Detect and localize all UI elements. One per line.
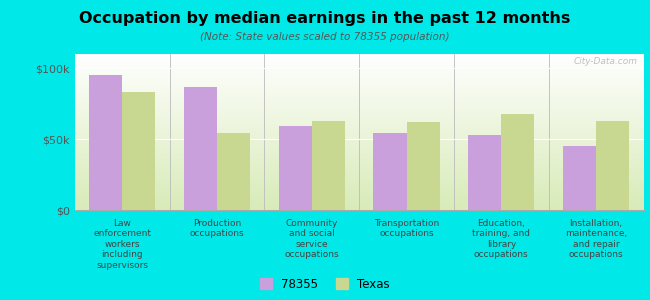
Bar [596, 121, 629, 210]
Text: Community
and social
service
occupations: Community and social service occupations [285, 219, 339, 259]
Text: Production
occupations: Production occupations [190, 219, 244, 239]
Bar [373, 134, 406, 210]
Text: Installation,
maintenance,
and repair
occupations: Installation, maintenance, and repair oc… [565, 219, 627, 259]
Bar [184, 87, 217, 210]
Bar [406, 122, 439, 210]
Text: (Note: State values scaled to 78355 population): (Note: State values scaled to 78355 popu… [200, 32, 450, 41]
Bar [279, 126, 312, 210]
Legend: 78355, Texas: 78355, Texas [257, 274, 393, 294]
Bar [89, 75, 122, 210]
Text: Law
enforcement
workers
including
supervisors: Law enforcement workers including superv… [93, 219, 151, 270]
Bar [217, 134, 250, 210]
Text: City-Data.com: City-Data.com [574, 57, 638, 66]
Text: Occupation by median earnings in the past 12 months: Occupation by median earnings in the pas… [79, 11, 571, 26]
Text: Education,
training, and
library
occupations: Education, training, and library occupat… [473, 219, 530, 259]
Bar [312, 121, 345, 210]
Bar [563, 146, 596, 210]
Text: Transportation
occupations: Transportation occupations [374, 219, 439, 239]
Bar [122, 92, 155, 210]
Bar [501, 114, 534, 210]
Bar [468, 135, 501, 210]
